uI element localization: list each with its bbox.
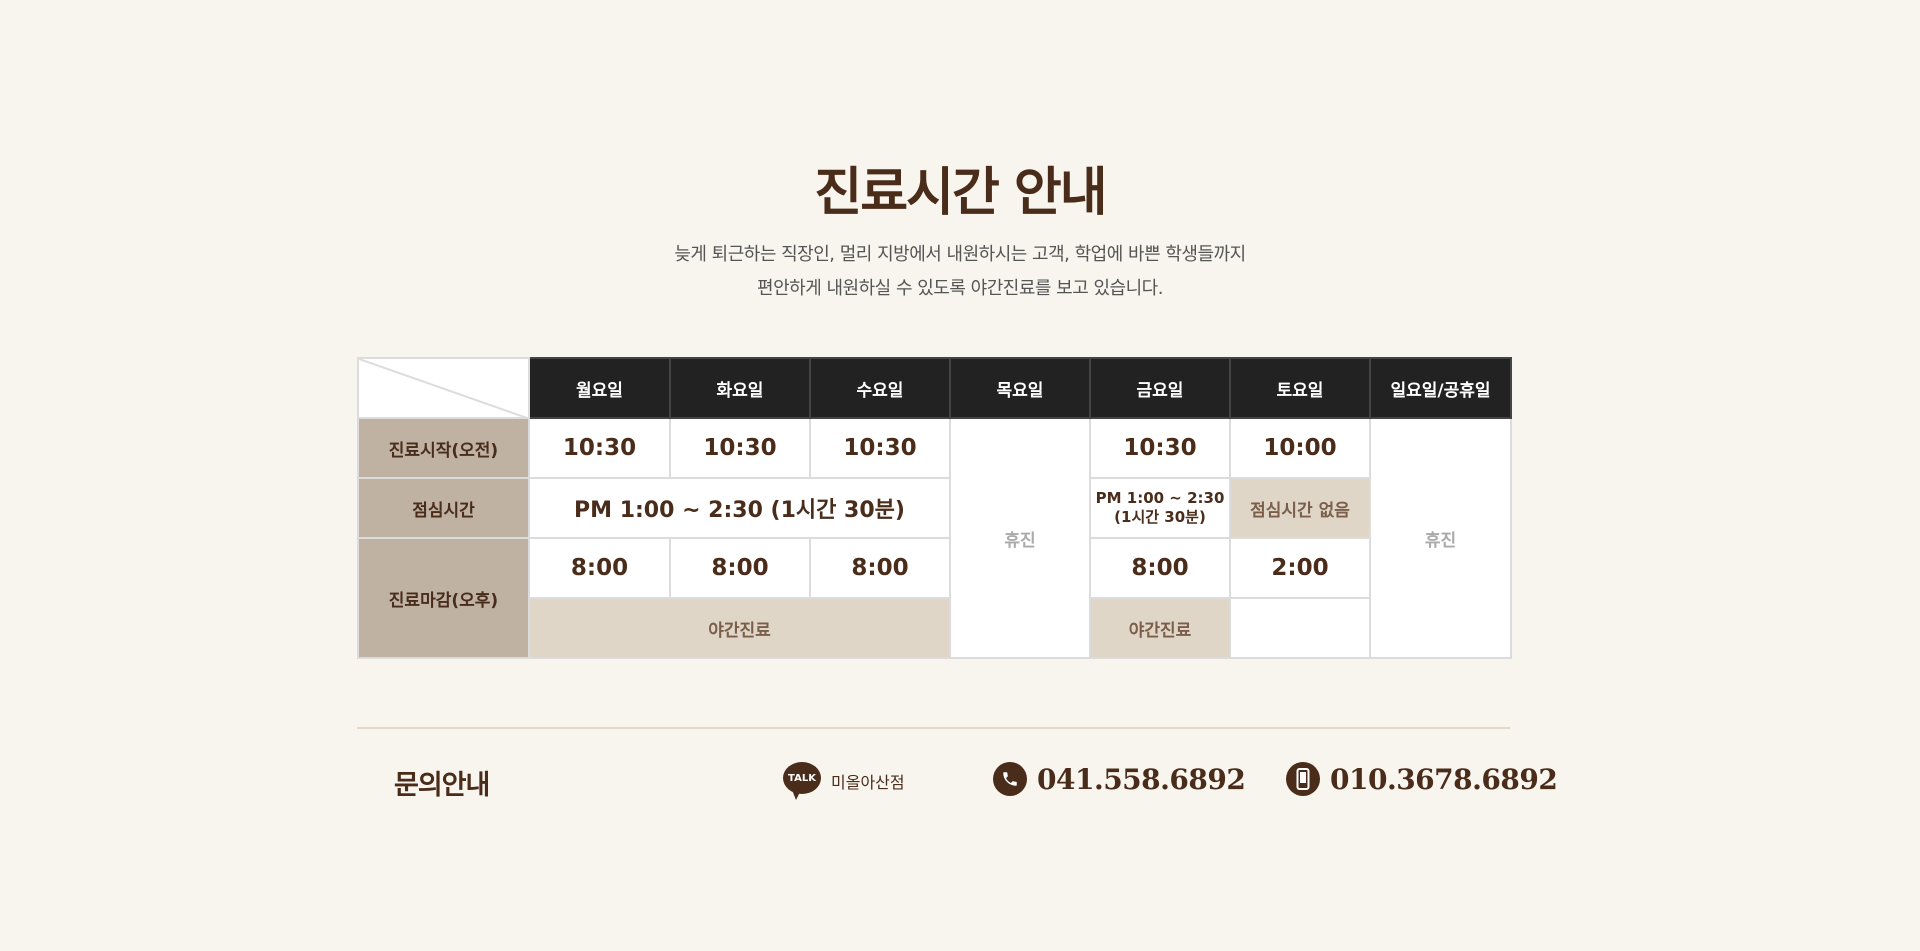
start-wednesday: 10:30 xyxy=(809,417,951,479)
table-row-end: 진료마감(오후) 8:00 8:00 8:00 8:00 2:00 xyxy=(357,537,1511,659)
sunday-closed: 휴진 xyxy=(1369,417,1512,659)
end-saturday: 2:00 xyxy=(1229,537,1371,599)
end-wednesday: 8:00 xyxy=(809,537,951,599)
header-tuesday: 화요일 xyxy=(669,357,811,419)
row-label-end: 진료마감(오후) xyxy=(357,537,530,659)
table-row-night: 야간진료 야간진료 xyxy=(358,597,1511,659)
divider xyxy=(357,727,1510,729)
lunch-friday: PM 1:00 ~ 2:30 (1시간 30분) xyxy=(1089,477,1231,539)
table-header-row: 월요일 화요일 수요일 목요일 금요일 토요일 일요일/공휴일 xyxy=(357,357,1512,419)
saturday-night-empty xyxy=(1229,597,1371,659)
start-friday: 10:30 xyxy=(1089,417,1231,479)
end-monday: 8:00 xyxy=(528,537,671,599)
schedule-table: 월요일 화요일 수요일 목요일 금요일 토요일 일요일/공휴일 진료시작(오전)… xyxy=(357,357,1512,659)
subtitle-line-1: 늦게 퇴근하는 직장인, 멀리 지방에서 내원하시는 고객, 학업에 바쁜 학생… xyxy=(674,244,1246,265)
night-clinic-mon-wed: 야간진료 xyxy=(528,597,951,659)
phone-number: 041.558.6892 xyxy=(1037,762,1246,796)
subtitle-line-2: 편안하게 내원하실 수 있도록 야간진료를 보고 있습니다. xyxy=(757,278,1163,299)
end-tuesday: 8:00 xyxy=(669,537,811,599)
kakao-talk-badge: TALK xyxy=(783,762,821,794)
kakao-id: 미올아산점 xyxy=(831,773,905,792)
end-friday: 8:00 xyxy=(1089,537,1231,599)
header-monday: 월요일 xyxy=(528,357,671,419)
phone-icon xyxy=(993,762,1027,796)
row-label-start: 진료시작(오전) xyxy=(357,417,530,479)
row-label-lunch: 점심시간 xyxy=(357,477,530,539)
diagonal-line xyxy=(359,359,530,419)
mobile-number: 010.3678.6892 xyxy=(1330,762,1558,796)
start-saturday: 10:00 xyxy=(1229,417,1371,479)
page-title: 진료시간 안내 xyxy=(814,163,1107,223)
kakao-talk-icon: TALK xyxy=(783,762,821,800)
header-friday: 금요일 xyxy=(1089,357,1231,419)
start-monday: 10:30 xyxy=(528,417,671,479)
start-tuesday: 10:30 xyxy=(669,417,811,479)
header-wednesday: 수요일 xyxy=(809,357,951,419)
header-saturday: 토요일 xyxy=(1229,357,1371,419)
mobile-contact[interactable]: 010.3678.6892 xyxy=(1286,762,1558,796)
night-clinic-friday: 야간진료 xyxy=(1089,597,1231,659)
table-row-lunch: 점심시간 PM 1:00 ~ 2:30 (1시간 30분) PM 1:00 ~ … xyxy=(357,477,1511,539)
contact-title: 문의안내 xyxy=(394,770,490,801)
corner-cell xyxy=(357,357,530,419)
kakao-contact[interactable]: TALK 미올아산점 xyxy=(783,762,905,800)
thursday-closed: 휴진 xyxy=(949,417,1091,659)
mobile-phone-icon xyxy=(1286,762,1320,796)
lunch-friday-time: PM 1:00 ~ 2:30 xyxy=(1095,489,1225,507)
lunch-weekday: PM 1:00 ~ 2:30 (1시간 30분) xyxy=(528,477,951,539)
header-sunday-holiday: 일요일/공휴일 xyxy=(1369,357,1512,419)
lunch-saturday-none: 점심시간 없음 xyxy=(1229,477,1371,539)
lunch-friday-duration: (1시간 30분) xyxy=(1114,508,1206,526)
table-row-start: 진료시작(오전) 10:30 10:30 10:30 휴진 10:30 10:0… xyxy=(357,417,1512,659)
phone-contact[interactable]: 041.558.6892 xyxy=(993,762,1246,796)
header-thursday: 목요일 xyxy=(949,357,1091,419)
